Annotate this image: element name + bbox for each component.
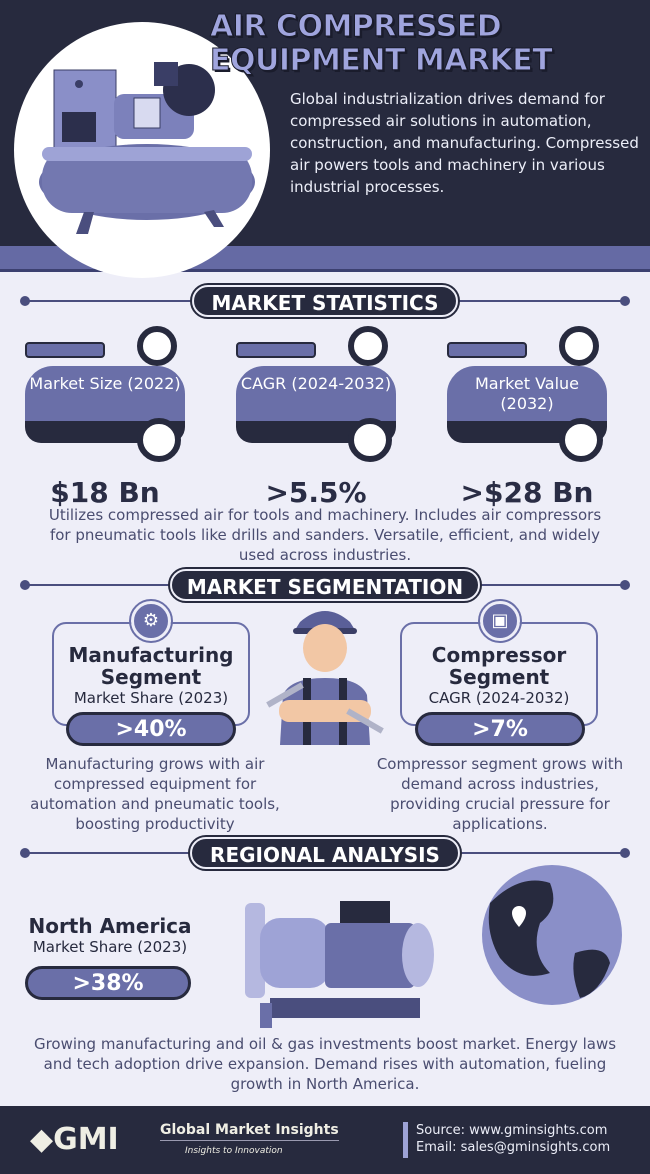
segment-metric: CAGR (2024-2032) (428, 689, 570, 707)
tank-graphic: CAGR (2024-2032) (236, 326, 396, 462)
page-title: AIR COMPRESSED EQUIPMENT MARKET (209, 9, 553, 78)
stat-card-market-value: Market Value (2032) >$28 Bn (442, 326, 612, 509)
money-growth-icon (559, 326, 599, 366)
robot-arm-icon: ⚙ (129, 599, 173, 643)
tank-graphic: Market Size (2022) (25, 326, 185, 462)
stat-value: $18 Bn (50, 476, 160, 509)
segment-metric: Market Share (2023) (73, 689, 229, 707)
globe-icon (482, 865, 622, 1005)
title-line-2: EQUIPMENT MARKET (209, 43, 553, 78)
stat-label: Market Size (2022) (29, 374, 181, 393)
stat-label: Market Value (2032) (474, 374, 580, 413)
gauge-icon (137, 418, 181, 462)
segment-title: Manufacturing Segment (68, 643, 234, 689)
bar-growth-icon (348, 326, 388, 366)
regional-description: Growing manufacturing and oil & gas inve… (33, 1035, 617, 1093)
section-heading-regional: REGIONAL ANALYSIS (188, 835, 462, 871)
footer-divider (403, 1122, 408, 1158)
section-heading-segmentation: MARKET SEGMENTATION (168, 567, 482, 603)
region-metric: Market Share (2023) (32, 938, 188, 956)
segment-value: >40% (66, 712, 236, 746)
pump-illustration (245, 901, 434, 1028)
footer: ◆GMI Global Market Insights Insights to … (0, 1106, 650, 1174)
email-link[interactable]: Email: sales@gminsights.com (416, 1140, 611, 1155)
segment-description: Manufacturing grows with air compressed … (30, 755, 280, 833)
grill-icon (25, 342, 105, 358)
gauge-icon (348, 418, 392, 462)
gauge-icon (559, 418, 603, 462)
contact-info: Source: www.gminsights.com Email: sales@… (416, 1122, 610, 1156)
stat-label: CAGR (2024-2032) (240, 374, 392, 393)
grill-icon (447, 342, 527, 358)
stat-card-market-size: Market Size (2022) $18 Bn (20, 326, 190, 509)
tank-graphic: Market Value (2032) (447, 326, 607, 462)
worker-illustration (266, 611, 384, 745)
segment-value: >7% (415, 712, 585, 746)
brand-tagline: Insights to Innovation (185, 1146, 283, 1156)
compressor-icon: ▣ (478, 599, 522, 643)
header-description: Global industrialization drives demand f… (290, 90, 639, 196)
brand-name: Global Market Insights (160, 1122, 339, 1141)
location-pin-icon (512, 906, 526, 927)
gmi-logo: ◆GMI (30, 1122, 119, 1157)
region-value: >38% (25, 966, 191, 1000)
stat-value: >$28 Bn (460, 476, 594, 509)
stat-card-cagr: CAGR (2024-2032) >5.5% (231, 326, 401, 509)
grill-icon (236, 342, 316, 358)
pie-chart-icon (137, 326, 177, 366)
title-line-1: AIR COMPRESSED (209, 9, 502, 44)
region-block: North America Market Share (2023) (10, 914, 210, 956)
segment-description: Compressor segment grows with demand acr… (376, 755, 624, 833)
region-name: North America (28, 914, 192, 938)
section-heading-statistics: MARKET STATISTICS (190, 283, 460, 319)
compressor-image (14, 22, 270, 278)
stat-value: >5.5% (265, 476, 367, 509)
source-link[interactable]: Source: www.gminsights.com (416, 1123, 608, 1138)
statistics-description: Utilizes compressed air for tools and ma… (48, 506, 602, 564)
segment-title: Compressor Segment (431, 643, 567, 689)
